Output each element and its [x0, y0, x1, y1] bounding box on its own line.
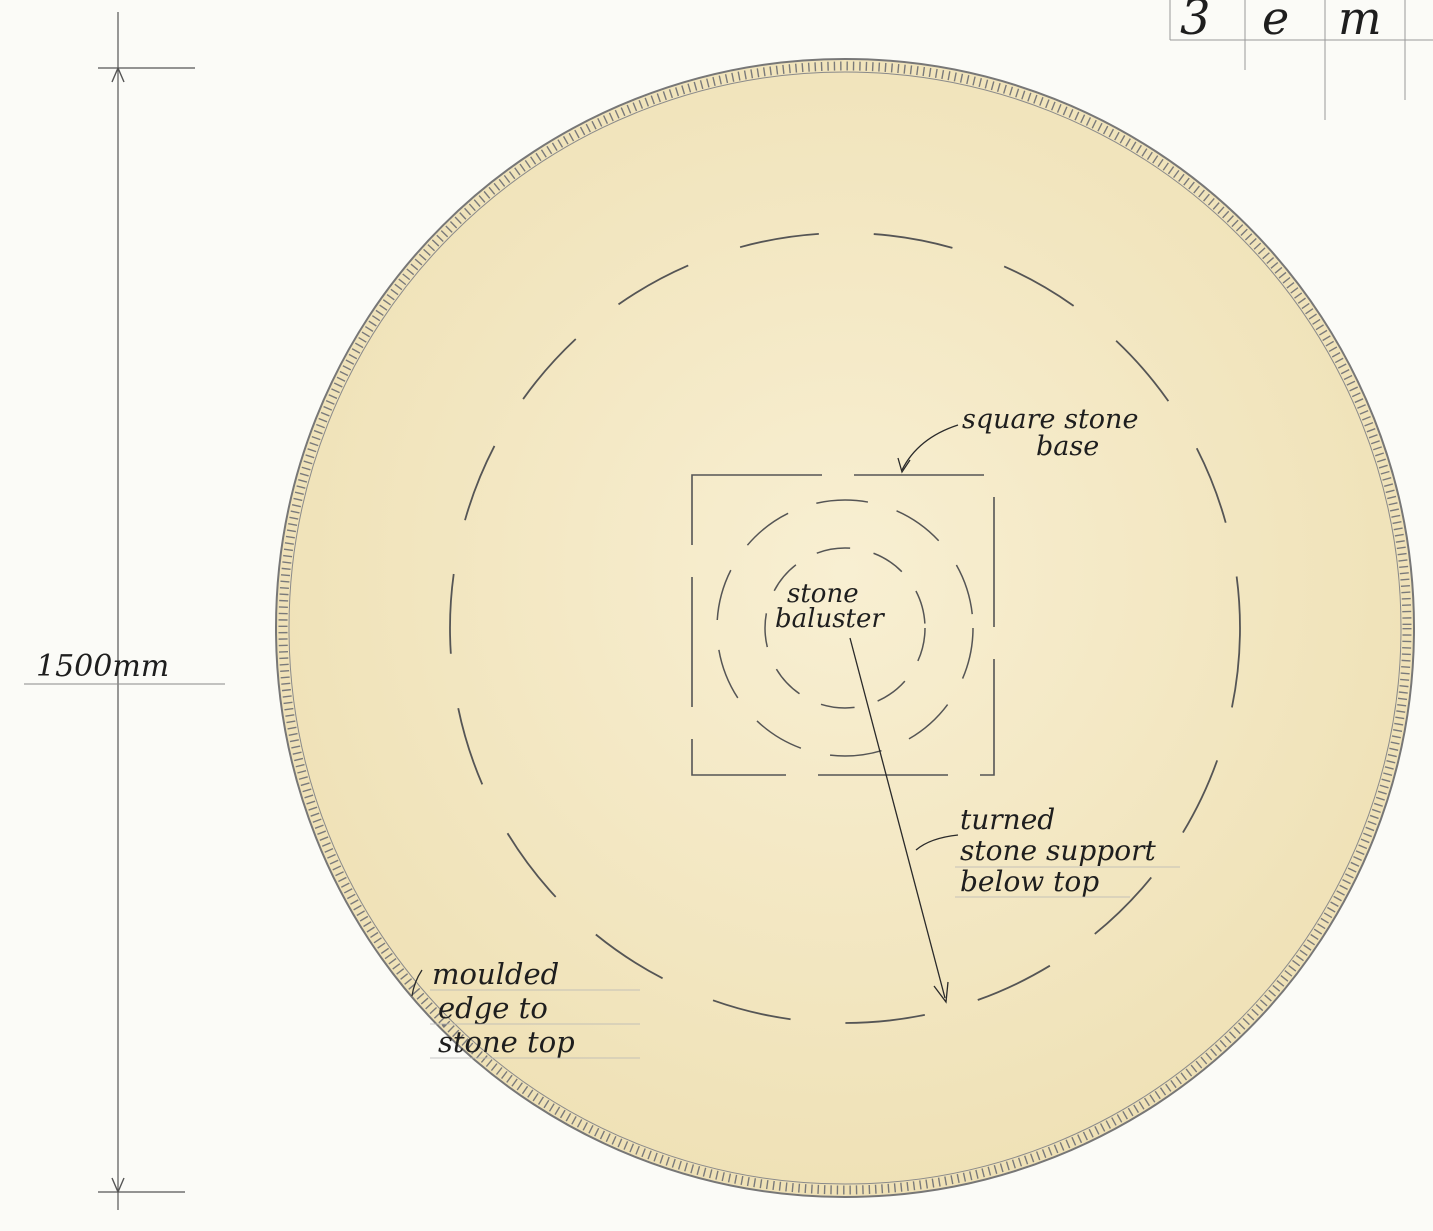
dimension-line: [24, 12, 225, 1210]
dimension-label: 1500mm: [36, 649, 169, 684]
label-support-line1: turned: [960, 803, 1055, 836]
label-square-base-line2: base: [1036, 431, 1099, 462]
title-block: [1169, 0, 1433, 120]
label-baluster-line1: stone: [787, 579, 859, 609]
label-support-line3: below top: [960, 865, 1099, 898]
label-edge-line2: edge to: [438, 991, 548, 1025]
title-char-3: m: [1338, 0, 1382, 45]
moulded-edge-hatching: [278, 61, 1412, 1195]
leader-square-base: [901, 424, 959, 471]
leader-support: [915, 834, 959, 851]
top-arrow-icon: [111, 66, 125, 83]
turned-support-outline: [449, 232, 1241, 1024]
bottom-arrow-icon: [111, 1177, 125, 1194]
title-char-2: e: [1262, 0, 1289, 45]
label-square-base-line1: square stone: [962, 404, 1138, 435]
title-char-1: 3: [1180, 0, 1211, 46]
label-baluster-line2: baluster: [775, 604, 885, 634]
leader-square-base-arrow-icon: [897, 457, 911, 474]
stone-top: [275, 58, 1415, 1198]
leader-radius-arrow-icon: [933, 981, 949, 1004]
label-edge-line3: stone top: [438, 1025, 575, 1059]
leader-radius: [849, 637, 946, 999]
leader-lines: [411, 424, 959, 1004]
leader-edge: [411, 969, 423, 997]
square-stone-base: [691, 474, 995, 776]
label-edge-line1: moulded: [432, 957, 559, 991]
baluster-outer-ring: [716, 499, 974, 757]
label-support-line2: stone support: [960, 834, 1156, 867]
construction-lines: [430, 866, 1180, 1059]
baluster-inner-ring: [764, 547, 926, 709]
moulded-edge-inner: [288, 71, 1402, 1185]
